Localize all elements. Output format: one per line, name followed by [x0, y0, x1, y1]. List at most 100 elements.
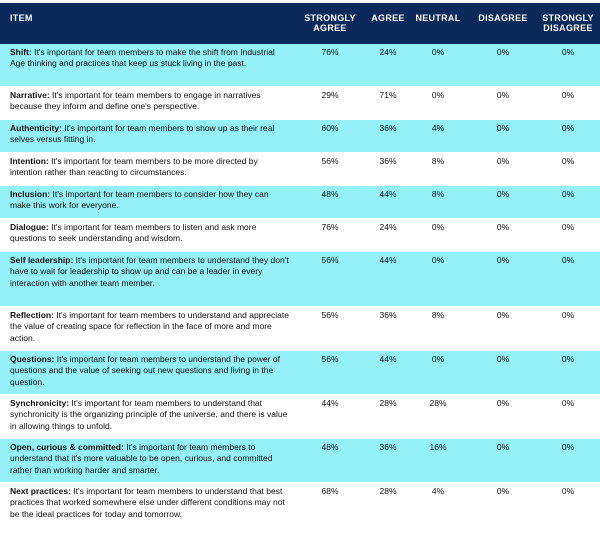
disagree-value: 0%: [496, 47, 510, 57]
table-row: Next practices: It's important for team …: [0, 483, 600, 538]
item-name: Shift:: [10, 47, 32, 57]
strongly-disagree-value: 0%: [561, 156, 575, 166]
item-name: Questions:: [10, 354, 55, 364]
agree-value: 36%: [379, 156, 397, 166]
table-row: Questions: It's important for team membe…: [0, 351, 600, 395]
table-row: Synchronicity: It's important for team m…: [0, 395, 600, 439]
item-text: It's important for team members to engag…: [10, 90, 261, 112]
neutral-value: 0%: [431, 90, 445, 100]
table-row: Intention: It's important for team membe…: [0, 153, 600, 186]
strongly-agree-value: 29%: [321, 90, 339, 100]
strongly-agree-value: 44%: [321, 398, 339, 408]
agree-value: 28%: [379, 398, 397, 408]
neutral-value: 8%: [431, 189, 445, 199]
item-cell: Next practices: It's important for team …: [0, 483, 290, 520]
strongly-disagree-value: 0%: [561, 123, 575, 133]
neutral-value: 4%: [431, 123, 445, 133]
item-name: Narrative:: [10, 90, 50, 100]
disagree-value: 0%: [496, 442, 510, 452]
strongly-agree-value: 48%: [321, 189, 339, 199]
item-text: It's important for team members to show …: [10, 123, 275, 145]
strongly-agree-value: 48%: [321, 442, 339, 452]
item-text: It's important for team members to under…: [10, 398, 288, 431]
strongly-disagree-value: 0%: [561, 255, 575, 265]
agree-value: 44%: [379, 255, 397, 265]
header-item: ITEM: [10, 13, 33, 23]
item-text: It's important for team members to liste…: [10, 222, 257, 244]
item-name: Authenticity:: [10, 123, 62, 133]
header-disagree: DISAGREE: [478, 13, 528, 23]
neutral-value: 0%: [431, 47, 445, 57]
neutral-value: 28%: [429, 398, 447, 408]
table-row: Reflection: It's important for team memb…: [0, 307, 600, 351]
item-name: Dialogue:: [10, 222, 49, 232]
table-row: Narrative: It's important for team membe…: [0, 87, 600, 120]
item-text: It's important for team members to under…: [10, 354, 280, 387]
table-row: Open, curious & committed: It's importan…: [0, 439, 600, 483]
item-cell: Questions: It's important for team membe…: [0, 351, 290, 388]
item-text: It's important for team members to under…: [10, 486, 285, 519]
neutral-value: 4%: [431, 486, 445, 496]
table-row: Dialogue: It's important for team member…: [0, 219, 600, 252]
item-name: Synchronicity:: [10, 398, 70, 408]
strongly-disagree-value: 0%: [561, 189, 575, 199]
item-name: Open, curious & committed:: [10, 442, 124, 452]
item-cell: Shift: It's important for team members t…: [0, 44, 290, 70]
table-row: Shift: It's important for team members t…: [0, 44, 600, 87]
header-agree: AGREE: [371, 13, 405, 23]
agree-value: 28%: [379, 486, 397, 496]
item-text: It's important for team members to make …: [10, 47, 275, 69]
disagree-value: 0%: [496, 310, 510, 320]
agree-value: 44%: [379, 354, 397, 364]
item-cell: Synchronicity: It's important for team m…: [0, 395, 290, 432]
agree-value: 36%: [379, 310, 397, 320]
survey-table: ITEM STRONGLY AGREE AGREE NEUTRAL DISAGR…: [0, 3, 600, 538]
item-text: It's important for team members to consi…: [10, 189, 269, 211]
header-neutral: NEUTRAL: [415, 13, 461, 23]
item-cell: Narrative: It's important for team membe…: [0, 87, 290, 113]
strongly-agree-value: 56%: [321, 354, 339, 364]
item-text: It's important for team members to under…: [10, 255, 289, 288]
strongly-agree-value: 76%: [321, 47, 339, 57]
disagree-value: 0%: [496, 123, 510, 133]
item-name: Inclusion:: [10, 189, 51, 199]
strongly-disagree-value: 0%: [561, 398, 575, 408]
table-row: Self leadership: It's important for team…: [0, 252, 600, 307]
item-name: Self leadership:: [10, 255, 74, 265]
disagree-value: 0%: [496, 255, 510, 265]
neutral-value: 8%: [431, 310, 445, 320]
item-name: Next practices:: [10, 486, 71, 496]
agree-value: 36%: [379, 123, 397, 133]
agree-value: 24%: [379, 47, 397, 57]
agree-value: 71%: [379, 90, 397, 100]
disagree-value: 0%: [496, 222, 510, 232]
header-strongly-disagree: STRONGLY DISAGREE: [542, 13, 594, 33]
agree-value: 24%: [379, 222, 397, 232]
strongly-disagree-value: 0%: [561, 442, 575, 452]
item-cell: Dialogue: It's important for team member…: [0, 219, 290, 245]
disagree-value: 0%: [496, 156, 510, 166]
strongly-disagree-value: 0%: [561, 222, 575, 232]
strongly-disagree-value: 0%: [561, 310, 575, 320]
strongly-disagree-value: 0%: [561, 90, 575, 100]
strongly-agree-value: 68%: [321, 486, 339, 496]
table-header: ITEM STRONGLY AGREE AGREE NEUTRAL DISAGR…: [0, 3, 600, 44]
neutral-value: 0%: [431, 255, 445, 265]
table-row: Inclusion: It's important for team membe…: [0, 186, 600, 219]
neutral-value: 0%: [431, 222, 445, 232]
disagree-value: 0%: [496, 90, 510, 100]
strongly-agree-value: 56%: [321, 310, 339, 320]
disagree-value: 0%: [496, 486, 510, 496]
strongly-agree-value: 56%: [321, 156, 339, 166]
item-name: Intention:: [10, 156, 49, 166]
item-cell: Intention: It's important for team membe…: [0, 153, 290, 179]
neutral-value: 0%: [431, 354, 445, 364]
disagree-value: 0%: [496, 189, 510, 199]
item-cell: Self leadership: It's important for team…: [0, 252, 290, 289]
agree-value: 36%: [379, 442, 397, 452]
item-text: It's important for team members to under…: [10, 310, 289, 343]
strongly-agree-value: 56%: [321, 255, 339, 265]
item-cell: Authenticity: It's important for team me…: [0, 120, 290, 146]
strongly-disagree-value: 0%: [561, 47, 575, 57]
header-strongly-agree: STRONGLY AGREE: [304, 13, 356, 33]
